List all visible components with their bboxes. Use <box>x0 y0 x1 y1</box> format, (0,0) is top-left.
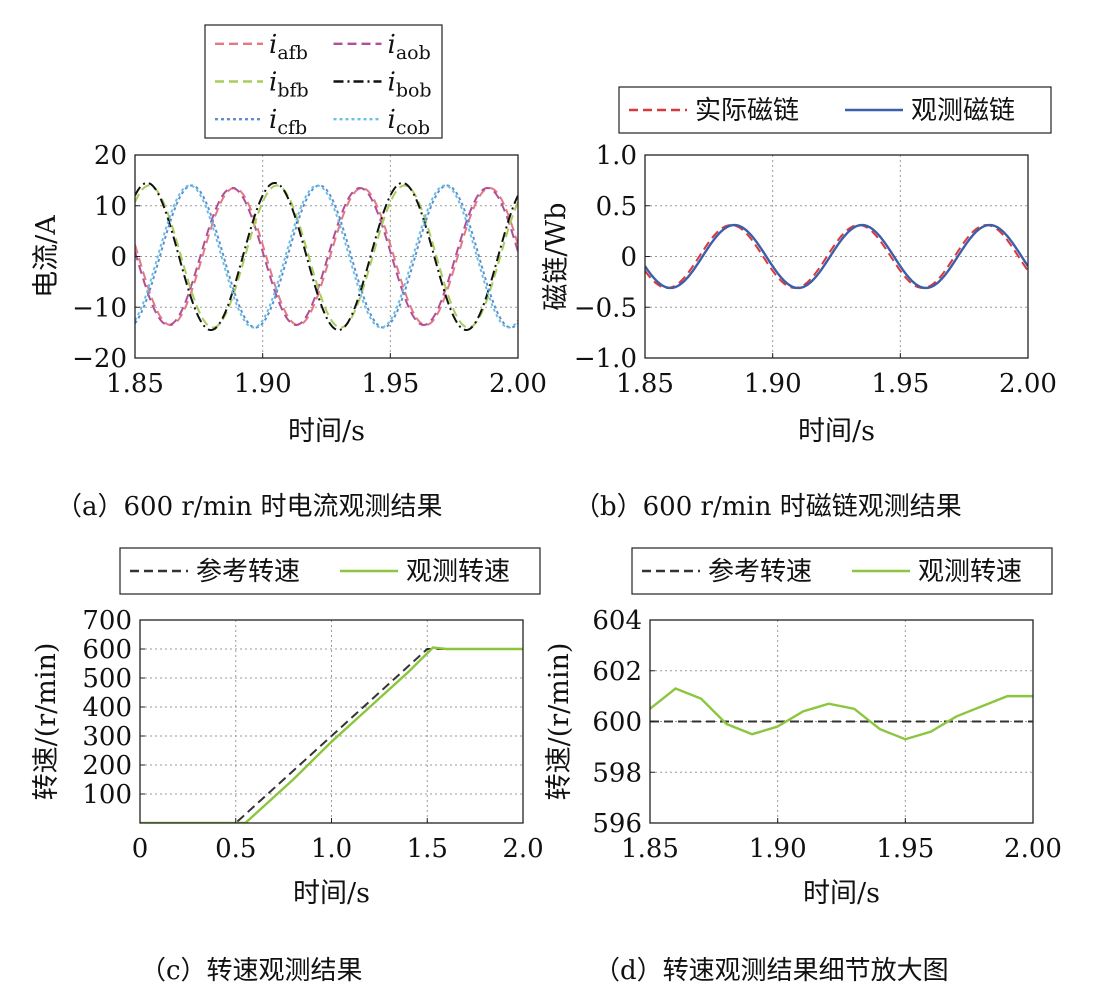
series-group <box>645 223 1028 290</box>
legend-box <box>119 547 541 595</box>
y-tick-label: 400 <box>82 693 132 723</box>
series-line-bfb <box>135 184 518 329</box>
x-tick-label: 1.0 <box>311 834 352 864</box>
caption-d: （d）转速观测结果细节放大图 <box>594 956 949 986</box>
legend-label-参考转速: 参考转速 <box>708 557 812 587</box>
caption-c: （c）转速观测结果 <box>140 956 363 986</box>
y-tick-label: 0.5 <box>596 192 637 222</box>
y-tick-label: 300 <box>82 722 132 752</box>
series-group <box>650 687 1033 741</box>
x-axis-label: 时间/s <box>798 416 875 447</box>
x-tick-label: 1.85 <box>621 834 679 864</box>
x-tick-label: 1.85 <box>616 369 674 399</box>
y-axis-label: 电流/A <box>31 215 62 298</box>
x-tick-label: 2.00 <box>1004 834 1062 864</box>
legend-label-bfb: ibfb <box>269 68 309 102</box>
caption-b: （b）600 r/min 时磁链观测结果 <box>574 492 962 522</box>
y-tick-label: 20 <box>94 141 127 171</box>
legend: 实际磁链 观测磁链 <box>618 86 1052 134</box>
legend-label-观测磁链: 观测磁链 <box>911 96 1015 126</box>
x-tick-label: 1.95 <box>361 369 419 399</box>
legend-box <box>631 547 1053 595</box>
x-axis-label: 时间/s <box>293 878 370 909</box>
y-tick-label: −1.0 <box>574 344 637 374</box>
x-tick-label: 1.90 <box>744 369 802 399</box>
legend-label-bob: ibob <box>388 68 432 102</box>
y-tick-label: 100 <box>82 780 132 810</box>
y-tick-label: 200 <box>82 751 132 781</box>
series-line-实际磁链 <box>645 224 1028 289</box>
series-line-观测转速 <box>140 646 523 823</box>
series-line-aob <box>135 186 518 327</box>
x-axis-label: 时间/s <box>803 878 880 909</box>
series-line-bob <box>135 181 518 332</box>
x-tick-label: 2.0 <box>502 834 543 864</box>
legend-label-观测转速: 观测转速 <box>918 557 1022 587</box>
y-tick-label: 600 <box>82 635 132 665</box>
y-tick-label: −10 <box>72 293 127 323</box>
legend-label-cfb: icfb <box>269 105 307 139</box>
series-group <box>140 646 523 823</box>
legend-label-aob: iaob <box>388 30 431 64</box>
y-tick-label: 10 <box>94 192 127 222</box>
y-tick-label: 598 <box>592 758 642 788</box>
legend: iafb iaob ibfb ibob icfb icob <box>204 24 443 139</box>
series-line-参考转速 <box>140 648 523 823</box>
series-group <box>135 181 518 332</box>
legend-label-cob: icob <box>388 105 431 139</box>
y-tick-label: 604 <box>592 606 642 636</box>
legend-label-观测转速: 观测转速 <box>406 557 510 587</box>
y-tick-label: 0 <box>110 243 127 273</box>
caption-a: （a）600 r/min 时电流观测结果 <box>56 492 443 522</box>
x-tick-label: 1.95 <box>871 369 929 399</box>
y-tick-label: 596 <box>592 809 642 839</box>
y-axis-label: 转速/(r/min) <box>31 643 62 801</box>
series-line-cob <box>135 184 518 329</box>
series-line-afb <box>135 186 518 327</box>
chart-panel-b: 1.85 1.90 1.95 2.00 −1.0 −0.5 0 0.5 1.0 时间/s 磁链/Wb… <box>541 86 1057 447</box>
y-tick-label: 500 <box>82 664 132 694</box>
legend-label-afb: iafb <box>269 30 308 64</box>
y-tick-label: −20 <box>72 344 127 374</box>
x-tick-label: 1.90 <box>234 369 292 399</box>
x-axis-label: 时间/s <box>288 416 365 447</box>
legend: 参考转速 观测转速 <box>119 547 541 595</box>
y-axis-label: 磁链/Wb <box>541 202 572 310</box>
y-tick-label: 700 <box>82 606 132 636</box>
legend-box <box>618 86 1052 134</box>
legend-label-实际磁链: 实际磁链 <box>695 96 799 126</box>
x-tick-label: 1.85 <box>106 369 164 399</box>
legend-label-参考转速: 参考转速 <box>196 557 300 587</box>
y-tick-label: 602 <box>592 657 642 687</box>
x-tick-label: 0.5 <box>215 834 256 864</box>
chart-panel-d: 1.85 1.90 1.95 2.00 596 598 600 602 604 时间/s 转速/(r… <box>544 547 1062 909</box>
series-line-观测转速 <box>650 687 1033 741</box>
y-axis-label: 转速/(r/min) <box>544 643 575 801</box>
x-tick-label: 1.95 <box>876 834 934 864</box>
y-tick-label: 0 <box>620 243 637 273</box>
y-tick-label: 1.0 <box>596 141 637 171</box>
y-tick-label: −0.5 <box>574 293 637 323</box>
legend: 参考转速 观测转速 <box>631 547 1053 595</box>
x-tick-label: 1.90 <box>749 834 807 864</box>
x-tick-label: 1.5 <box>407 834 448 864</box>
series-line-观测磁链 <box>645 223 1028 290</box>
x-tick-label: 2.00 <box>489 369 547 399</box>
series-line-cfb <box>135 184 518 329</box>
x-tick-label: 2.00 <box>999 369 1057 399</box>
x-tick-label: 0 <box>132 834 149 864</box>
y-tick-label: 600 <box>592 708 642 738</box>
